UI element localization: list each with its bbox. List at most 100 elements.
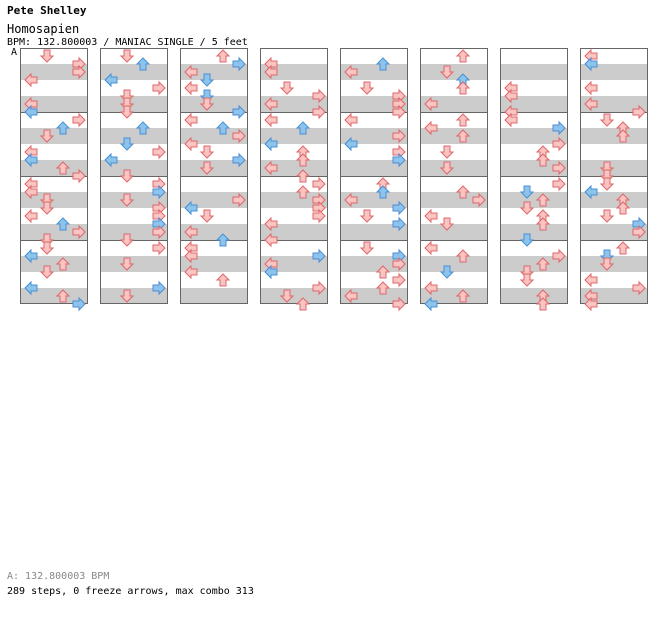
step-arrow-left <box>264 113 278 127</box>
beat-stripe <box>420 128 488 144</box>
step-arrow-down <box>520 273 534 287</box>
chart-column <box>260 48 328 304</box>
step-arrow-down <box>40 49 54 63</box>
chart-column <box>580 48 648 304</box>
beat-stripe <box>340 224 408 240</box>
step-arrow-down <box>440 145 454 159</box>
beat-stripe <box>420 256 488 272</box>
beat-stripe <box>580 288 648 304</box>
step-arrow-up <box>456 81 470 95</box>
step-arrow-down <box>280 81 294 95</box>
beat-stripe <box>180 256 248 272</box>
step-arrow-up <box>456 49 470 63</box>
beat-stripe <box>100 288 168 304</box>
step-arrow-left <box>584 81 598 95</box>
chart-column <box>420 48 488 304</box>
beat-stripe <box>100 192 168 208</box>
beat-stripe <box>180 160 248 176</box>
step-arrow-left <box>24 209 38 223</box>
step-arrow-right <box>552 177 566 191</box>
beat-stripe <box>260 224 328 240</box>
beat-stripe <box>500 64 568 80</box>
bpm-note: A: 132.800003 BPM <box>7 571 110 582</box>
step-arrow-down <box>40 241 54 255</box>
step-arrow-down <box>600 177 614 191</box>
beat-stripe <box>420 64 488 80</box>
beat-stripe <box>580 224 648 240</box>
step-arrow-down <box>360 81 374 95</box>
beat-stripe <box>500 224 568 240</box>
beat-stripe <box>20 96 88 112</box>
beat-stripe <box>420 288 488 304</box>
beat-stripe <box>260 128 328 144</box>
chart-column <box>180 48 248 304</box>
beat-stripe <box>500 192 568 208</box>
beat-stripe <box>340 128 408 144</box>
beat-stripe <box>20 256 88 272</box>
chart-meta: BPM: 132.800003 / MANIAC SINGLE / 5 feet <box>7 37 248 48</box>
beat-stripe <box>100 128 168 144</box>
beat-stripe <box>340 96 408 112</box>
beat-stripe <box>180 128 248 144</box>
bpm-marker: A <box>11 47 18 58</box>
beat-stripe <box>100 256 168 272</box>
beat-stripe <box>500 288 568 304</box>
beat-stripe <box>580 160 648 176</box>
step-arrow-right <box>152 145 166 159</box>
artist-name: Pete Shelley <box>7 4 87 17</box>
step-arrow-right <box>312 177 326 191</box>
beat-stripe <box>500 96 568 112</box>
beat-stripe <box>580 192 648 208</box>
beat-stripe <box>260 160 328 176</box>
step-arrow-left <box>504 113 518 127</box>
step-arrow-down <box>360 209 374 223</box>
beat-stripe <box>180 192 248 208</box>
beat-stripe <box>180 288 248 304</box>
step-arrow-down <box>200 209 214 223</box>
beat-stripe <box>20 224 88 240</box>
step-arrow-down <box>200 145 214 159</box>
beat-stripe <box>420 96 488 112</box>
step-arrow-right <box>312 209 326 223</box>
beat-stripe <box>100 224 168 240</box>
chart-column <box>500 48 568 304</box>
beat-stripe <box>180 64 248 80</box>
step-arrow-down <box>600 113 614 127</box>
beat-stripe <box>100 160 168 176</box>
beat-stripe <box>100 64 168 80</box>
beat-stripe <box>340 192 408 208</box>
step-arrow-left <box>424 209 438 223</box>
beat-stripe <box>580 64 648 80</box>
step-arrow-down <box>600 209 614 223</box>
beat-stripe <box>340 160 408 176</box>
beat-stripe <box>20 288 88 304</box>
beat-stripe <box>180 224 248 240</box>
beat-stripe <box>20 128 88 144</box>
beat-stripe <box>260 288 328 304</box>
beat-stripe <box>500 160 568 176</box>
beat-stripe <box>20 64 88 80</box>
chart-column <box>20 48 88 304</box>
beat-stripe <box>340 256 408 272</box>
beat-stripe <box>580 96 648 112</box>
beat-stripe <box>100 96 168 112</box>
beat-stripe <box>260 256 328 272</box>
beat-stripe <box>20 192 88 208</box>
song-title: Homosapien <box>7 22 80 36</box>
beat-stripe <box>580 128 648 144</box>
step-arrow-left <box>184 81 198 95</box>
beat-stripe <box>20 160 88 176</box>
step-arrow-left <box>424 241 438 255</box>
step-arrow-right <box>152 241 166 255</box>
step-arrow-right <box>72 113 86 127</box>
beat-stripe <box>500 128 568 144</box>
beat-stripe <box>420 192 488 208</box>
step-arrow-left <box>344 113 358 127</box>
step-arrow-right <box>152 81 166 95</box>
chart-column <box>100 48 168 304</box>
step-arrow-up <box>216 273 230 287</box>
chart-stats: 289 steps, 0 freeze arrows, max combo 31… <box>7 586 254 597</box>
step-arrow-down <box>360 241 374 255</box>
step-arrow-left <box>184 113 198 127</box>
